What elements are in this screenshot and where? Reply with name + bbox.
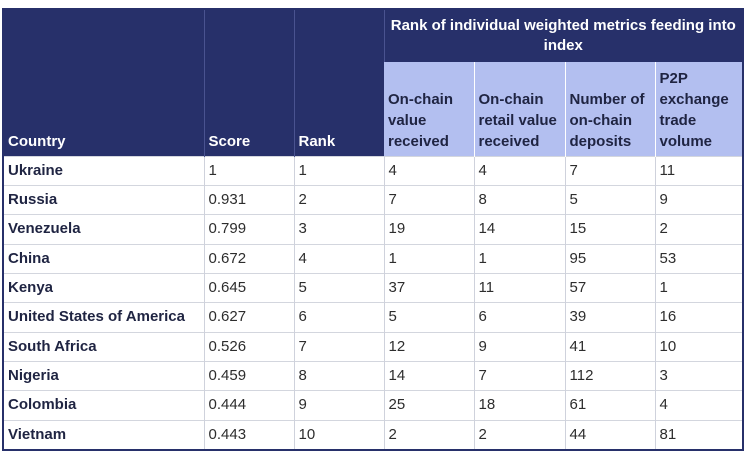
cell-p2p-volume: 11 <box>655 155 743 186</box>
header-country: Country <box>4 10 205 156</box>
cell-onchain-value: 19 <box>384 214 475 245</box>
cell-onchain-value: 4 <box>384 155 475 186</box>
cell-score: 1 <box>204 155 295 186</box>
table-row: Nigeria 0.459 8 14 7 112 3 <box>4 360 743 391</box>
cell-p2p-volume: 3 <box>655 360 743 391</box>
cell-onchain-deposits: 41 <box>565 331 656 362</box>
cell-rank: 6 <box>294 302 385 333</box>
table-body: Ukraine 1 1 4 4 7 11 Russia 0.931 2 7 8 5 9 Venezuela 0… <box>4 155 743 449</box>
cell-onchain-retail-value: 14 <box>474 214 566 245</box>
cell-rank: 8 <box>294 360 385 391</box>
table-row: United States of America 0.627 6 5 6 39 16 <box>4 302 743 333</box>
cell-p2p-volume: 16 <box>655 302 743 333</box>
header-rank: Rank <box>294 10 384 156</box>
cell-country: Ukraine <box>4 155 205 186</box>
cell-rank: 5 <box>294 272 385 303</box>
cell-country: Colombia <box>4 390 205 421</box>
cell-onchain-retail-value: 2 <box>474 419 566 449</box>
cell-onchain-value: 5 <box>384 302 475 333</box>
cell-country: China <box>4 243 205 274</box>
cell-onchain-retail-value: 7 <box>474 360 566 391</box>
cell-rank: 4 <box>294 243 385 274</box>
header-p2p-volume: P2P exchange trade volume <box>655 62 743 156</box>
cell-onchain-retail-value: 6 <box>474 302 566 333</box>
cell-rank: 3 <box>294 214 385 245</box>
cell-p2p-volume: 1 <box>655 272 743 303</box>
cell-onchain-value: 25 <box>384 390 475 421</box>
cell-onchain-value: 1 <box>384 243 475 274</box>
cell-onchain-deposits: 7 <box>565 155 656 186</box>
cell-onchain-value: 2 <box>384 419 475 449</box>
cell-onchain-deposits: 44 <box>565 419 656 449</box>
cell-rank: 2 <box>294 184 385 215</box>
table-row: Kenya 0.645 5 37 11 57 1 <box>4 272 743 303</box>
cell-onchain-value: 37 <box>384 272 475 303</box>
cell-score: 0.526 <box>204 331 295 362</box>
table-row: Venezuela 0.799 3 19 14 15 2 <box>4 214 743 245</box>
header-score: Score <box>204 10 295 156</box>
table-row: Russia 0.931 2 7 8 5 9 <box>4 184 743 215</box>
cell-onchain-retail-value: 9 <box>474 331 566 362</box>
table-row: Colombia 0.444 9 25 18 61 4 <box>4 390 743 421</box>
cell-country: Vietnam <box>4 419 205 449</box>
cell-p2p-volume: 9 <box>655 184 743 215</box>
header-onchain-value: On-chain value received <box>384 62 475 156</box>
cell-country: Kenya <box>4 272 205 303</box>
header-onchain-retail-value: On-chain retail value received <box>474 62 566 156</box>
cell-onchain-retail-value: 4 <box>474 155 566 186</box>
table-row: Ukraine 1 1 4 4 7 11 <box>4 155 743 186</box>
cell-onchain-retail-value: 11 <box>474 272 566 303</box>
cell-p2p-volume: 53 <box>655 243 743 274</box>
cell-score: 0.444 <box>204 390 295 421</box>
cell-score: 0.459 <box>204 360 295 391</box>
cell-onchain-retail-value: 1 <box>474 243 566 274</box>
cell-onchain-deposits: 15 <box>565 214 656 245</box>
cell-country: South Africa <box>4 331 205 362</box>
header-metrics-group: Rank of individual weighted metrics feed… <box>383 10 743 62</box>
cell-country: Nigeria <box>4 360 205 391</box>
cell-score: 0.672 <box>204 243 295 274</box>
cell-score: 0.931 <box>204 184 295 215</box>
cell-p2p-volume: 81 <box>655 419 743 449</box>
cell-country: Russia <box>4 184 205 215</box>
cell-onchain-deposits: 5 <box>565 184 656 215</box>
cell-onchain-value: 12 <box>384 331 475 362</box>
header-onchain-deposits: Number of on-chain deposits <box>565 62 656 156</box>
cell-p2p-volume: 4 <box>655 390 743 421</box>
cell-country: Venezuela <box>4 214 205 245</box>
cell-rank: 1 <box>294 155 385 186</box>
cell-onchain-value: 14 <box>384 360 475 391</box>
cell-onchain-deposits: 95 <box>565 243 656 274</box>
table-row: Vietnam 0.443 10 2 2 44 81 <box>4 419 743 449</box>
cell-rank: 10 <box>294 419 385 449</box>
cell-score: 0.443 <box>204 419 295 449</box>
cell-score: 0.627 <box>204 302 295 333</box>
table-row: South Africa 0.526 7 12 9 41 10 <box>4 331 743 362</box>
cell-score: 0.799 <box>204 214 295 245</box>
cell-onchain-retail-value: 18 <box>474 390 566 421</box>
cell-onchain-deposits: 61 <box>565 390 656 421</box>
cell-p2p-volume: 10 <box>655 331 743 362</box>
cell-onchain-deposits: 57 <box>565 272 656 303</box>
crypto-adoption-table: Country Score Rank Rank of individual we… <box>4 10 743 449</box>
ranking-table-frame: Country Score Rank Rank of individual we… <box>2 8 744 451</box>
cell-score: 0.645 <box>204 272 295 303</box>
cell-onchain-deposits: 39 <box>565 302 656 333</box>
cell-onchain-retail-value: 8 <box>474 184 566 215</box>
cell-country: United States of America <box>4 302 205 333</box>
cell-onchain-deposits: 112 <box>565 360 656 391</box>
table-row: China 0.672 4 1 1 95 53 <box>4 243 743 274</box>
cell-p2p-volume: 2 <box>655 214 743 245</box>
cell-rank: 7 <box>294 331 385 362</box>
cell-rank: 9 <box>294 390 385 421</box>
cell-onchain-value: 7 <box>384 184 475 215</box>
